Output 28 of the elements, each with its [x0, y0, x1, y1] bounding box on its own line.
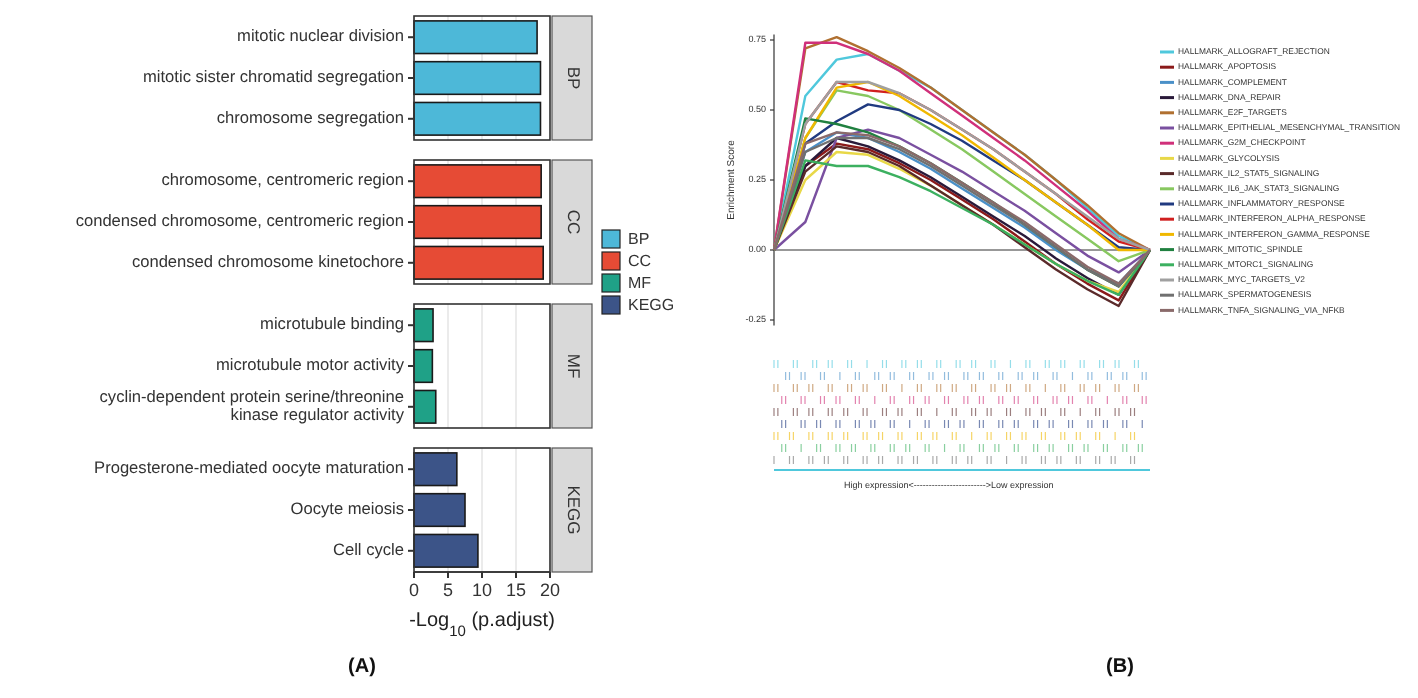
y-tick-label: mitotic nuclear division [237, 25, 405, 46]
text: (A) [348, 656, 376, 678]
x-tick-label: 0 [408, 580, 420, 600]
y-tick-label: Progesterone-mediated oocyte maturation [94, 457, 405, 478]
text: MF [563, 353, 584, 379]
y-tick-label: chromosome segregation [216, 107, 405, 128]
y-tick-label: cyclin-dependent protein serine/threonine kinase regulator activity [99, 386, 406, 425]
y-tick-label: microtubule motor activity [215, 354, 406, 375]
legend-label: BP [628, 230, 650, 249]
text: KEGG [563, 485, 584, 535]
text: BP [563, 66, 584, 90]
x-axis-title: -Log$_{10}$ (p.adjust) [409, 610, 555, 639]
y-tick-label: Oocyte meiosis [290, 498, 404, 519]
legend-label: KEGG [628, 296, 675, 315]
x-tick-label: 15 [505, 580, 527, 600]
x-tick-label: 5 [442, 580, 454, 600]
legend-label: CC [628, 252, 652, 271]
y-tick-label: condensed chromosome kinetochore [131, 251, 405, 272]
y-tick-label: condensed chromosome, centromeric region [75, 210, 405, 231]
y-tick-label: chromosome, centromeric region [161, 169, 405, 190]
text: CC [563, 209, 584, 235]
y-tick-label: Cell cycle [332, 539, 405, 560]
legend-label: MF [628, 274, 652, 293]
x-tick-label: 20 [539, 580, 561, 600]
text: (B) [1106, 656, 1134, 678]
x-tick-label: 10 [471, 580, 493, 600]
y-tick-label: microtubule binding [260, 313, 405, 334]
y-tick-label: mitotic sister chromatid segregation [143, 66, 405, 87]
